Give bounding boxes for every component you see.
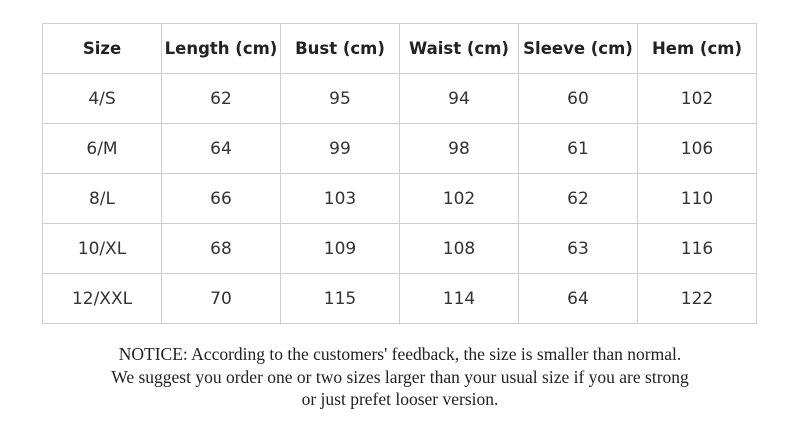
header-cell: Size	[42, 23, 162, 74]
measurement-cell: 122	[637, 273, 757, 324]
header-cell: Bust (cm)	[280, 23, 400, 74]
measurement-cell: 61	[518, 123, 638, 174]
size-cell: 4/S	[42, 73, 162, 124]
measurement-cell: 64	[161, 123, 281, 174]
size-cell: 6/M	[42, 123, 162, 174]
measurement-cell: 63	[518, 223, 638, 274]
measurement-cell: 106	[637, 123, 757, 174]
size-cell: 8/L	[42, 173, 162, 224]
measurement-cell: 60	[518, 73, 638, 124]
measurement-cell: 114	[399, 273, 519, 324]
table-row: 6/M 64 99 98 61 106	[42, 123, 757, 174]
measurement-cell: 103	[280, 173, 400, 224]
measurement-cell: 94	[399, 73, 519, 124]
notice-line: or just prefet looser version.	[301, 389, 499, 409]
measurement-cell: 102	[399, 173, 519, 224]
size-cell: 12/XXL	[42, 273, 162, 324]
measurement-cell: 68	[161, 223, 281, 274]
measurement-cell: 66	[161, 173, 281, 224]
measurement-cell: 95	[280, 73, 400, 124]
measurement-cell: 109	[280, 223, 400, 274]
size-table: Size Length (cm) Bust (cm) Waist (cm) Sleeve…	[42, 23, 757, 324]
header-cell: Length (cm)	[161, 23, 281, 74]
measurement-cell: 102	[637, 73, 757, 124]
notice: NOTICE: According to the customers' feed…	[0, 343, 800, 411]
measurement-cell: 70	[161, 273, 281, 324]
measurement-cell: 115	[280, 273, 400, 324]
table-row: 10/XL 68 109 108 63 116	[42, 223, 757, 274]
notice-line: We suggest you order one or two sizes la…	[111, 366, 689, 387]
header-cell: Hem (cm)	[637, 23, 757, 74]
measurement-cell: 64	[518, 273, 638, 324]
table-row: 12/XXL 70 115 114 64 122	[42, 273, 757, 324]
table-row: 4/S 62 95 94 60 102	[42, 73, 757, 124]
table-row: 8/L 66 103 102 62 110	[42, 173, 757, 224]
size-cell: 10/XL	[42, 223, 162, 274]
header-cell: Waist (cm)	[399, 23, 519, 74]
header-row: Size Length (cm) Bust (cm) Waist (cm) Sleeve…	[42, 23, 757, 74]
notice-line: NOTICE: According to the customers' feed…	[118, 344, 682, 364]
header-cell: Sleeve (cm)	[518, 23, 638, 74]
measurement-cell: 110	[637, 173, 757, 224]
measurement-cell: 62	[518, 173, 638, 224]
measurement-cell: 108	[399, 223, 519, 274]
measurement-cell: 99	[280, 123, 400, 174]
measurement-cell: 116	[637, 223, 757, 274]
measurement-cell: 98	[399, 123, 519, 174]
measurement-cell: 62	[161, 73, 281, 124]
